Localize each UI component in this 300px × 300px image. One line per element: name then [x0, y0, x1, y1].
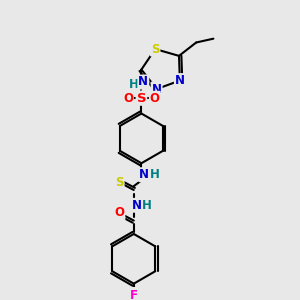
Text: N: N	[132, 199, 142, 212]
Text: S: S	[136, 92, 146, 105]
Text: S: S	[151, 43, 160, 56]
Text: H: H	[150, 168, 160, 181]
Text: N: N	[139, 168, 149, 181]
Text: H: H	[129, 78, 139, 91]
Text: O: O	[114, 206, 124, 219]
Text: N: N	[152, 82, 162, 95]
Text: S: S	[115, 176, 124, 189]
Text: H: H	[142, 199, 152, 212]
Text: N: N	[175, 74, 185, 87]
Text: N: N	[138, 76, 148, 88]
Text: O: O	[150, 92, 160, 105]
Text: F: F	[130, 289, 138, 300]
Text: O: O	[123, 92, 133, 105]
